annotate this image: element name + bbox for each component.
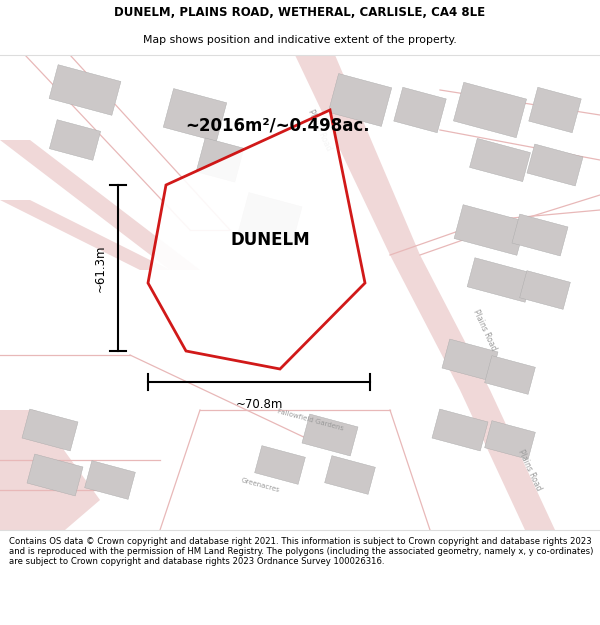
Polygon shape [196, 138, 244, 182]
Polygon shape [148, 110, 365, 369]
Text: ~70.8m: ~70.8m [235, 398, 283, 411]
Polygon shape [394, 88, 446, 132]
Polygon shape [22, 409, 78, 451]
Polygon shape [442, 339, 498, 381]
Polygon shape [302, 414, 358, 456]
Polygon shape [49, 64, 121, 116]
Text: DUNELM, PLAINS ROAD, WETHERAL, CARLISLE, CA4 8LE: DUNELM, PLAINS ROAD, WETHERAL, CARLISLE,… [115, 6, 485, 19]
Text: Map shows position and indicative extent of the property.: Map shows position and indicative extent… [143, 34, 457, 44]
Polygon shape [454, 82, 527, 138]
Polygon shape [454, 204, 526, 256]
Polygon shape [328, 74, 392, 126]
Polygon shape [0, 140, 200, 270]
Polygon shape [527, 144, 583, 186]
Polygon shape [485, 356, 535, 394]
Polygon shape [485, 421, 535, 459]
Polygon shape [529, 88, 581, 132]
Polygon shape [295, 55, 420, 255]
Polygon shape [470, 138, 530, 182]
Text: Plains Road: Plains Road [517, 448, 544, 492]
Polygon shape [238, 192, 302, 248]
Polygon shape [0, 410, 100, 530]
Text: DUNELM: DUNELM [230, 231, 310, 249]
Polygon shape [467, 258, 533, 302]
Text: Greenacres: Greenacres [240, 477, 280, 493]
Text: Contains OS data © Crown copyright and database right 2021. This information is : Contains OS data © Crown copyright and d… [9, 537, 593, 566]
Text: ~2016m²/~0.498ac.: ~2016m²/~0.498ac. [185, 116, 370, 134]
Polygon shape [460, 390, 555, 530]
Text: Fallowfield Gardens: Fallowfield Gardens [277, 408, 344, 432]
Polygon shape [0, 200, 170, 270]
Polygon shape [520, 271, 571, 309]
Text: ~61.3m: ~61.3m [94, 244, 107, 292]
Polygon shape [49, 120, 101, 160]
Polygon shape [85, 461, 136, 499]
Polygon shape [432, 409, 488, 451]
Text: Plains Road: Plains Road [307, 108, 334, 152]
Polygon shape [325, 456, 376, 494]
Polygon shape [27, 454, 83, 496]
Polygon shape [163, 89, 227, 141]
Polygon shape [254, 446, 305, 484]
Text: Plains Road: Plains Road [472, 308, 499, 352]
Polygon shape [390, 255, 490, 390]
Polygon shape [512, 214, 568, 256]
